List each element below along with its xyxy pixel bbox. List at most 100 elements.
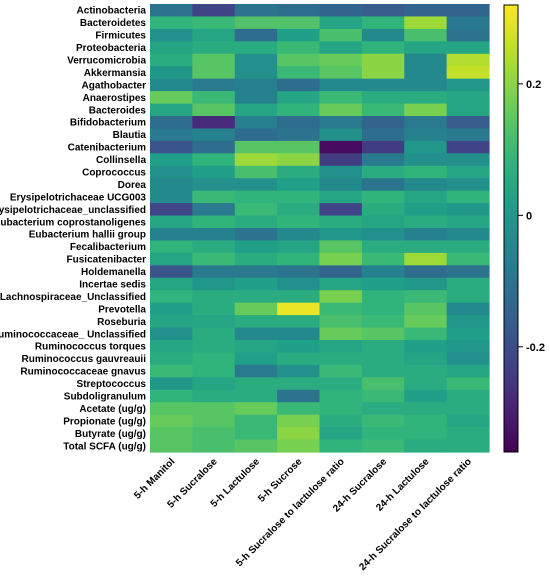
heatmap-cell [446, 203, 490, 217]
heatmap-cell [192, 16, 236, 30]
heatmap-cell [234, 165, 278, 179]
heatmap-cell [404, 228, 448, 242]
heatmap-cell [277, 340, 321, 354]
heatmap-cell [277, 377, 321, 391]
heatmap-cell [277, 327, 321, 341]
heatmap-cell [404, 153, 448, 167]
heatmap-cell [319, 340, 363, 354]
heatmap-cell [361, 290, 405, 304]
row-label: Ruminococcus gauvreauii [22, 354, 147, 365]
heatmap-cell [192, 414, 236, 428]
heatmap-cell [446, 414, 490, 428]
heatmap-cell [446, 53, 490, 67]
heatmap-cell [404, 78, 448, 92]
heatmap-cell [446, 389, 490, 403]
heatmap-cell [404, 190, 448, 204]
heatmap-cell [234, 128, 278, 142]
colorbar-ticks: 0.2 0 -0.2 [518, 79, 545, 354]
heatmap-cell [277, 315, 321, 329]
heatmap-cell [277, 203, 321, 217]
heatmap-cell [446, 352, 490, 366]
heatmap-cell [234, 439, 278, 453]
heatmap-cell [319, 78, 363, 92]
heatmap-cell [234, 352, 278, 366]
heatmap-cell [192, 389, 236, 403]
row-label: Bacteroidetes [80, 18, 147, 29]
heatmap-cell [277, 140, 321, 154]
heatmap-cell [277, 439, 321, 453]
row-label: Holdemanella [81, 267, 146, 278]
heatmap-cell [319, 165, 363, 179]
heatmap-cell [234, 364, 278, 378]
heatmap-cell [319, 389, 363, 403]
heatmap-cell [192, 103, 236, 117]
heatmap-cell [192, 91, 236, 105]
heatmap-cell [150, 66, 193, 80]
heatmap-cell [446, 41, 490, 55]
heatmap-cell [319, 402, 363, 416]
heatmap-cell [234, 4, 278, 18]
heatmap-cell [446, 277, 490, 291]
heatmap-cell [150, 265, 193, 279]
heatmap-cell [361, 377, 405, 391]
heatmap-cell [404, 302, 448, 316]
row-label: Prevotella [98, 304, 146, 315]
heatmap-cell [192, 402, 236, 416]
row-label: Ruminococcaceae_ Unclassified [0, 329, 146, 340]
heatmap-cell [446, 128, 490, 142]
heatmap-cell [234, 116, 278, 130]
heatmap-cell [404, 128, 448, 142]
heatmap-cell [277, 352, 321, 366]
heatmap-cell [234, 140, 278, 154]
heatmap-cell [319, 91, 363, 105]
heatmap-cell [277, 302, 321, 316]
heatmap-cell [234, 215, 278, 229]
heatmap-cell [234, 41, 278, 55]
heatmap-cell [404, 265, 448, 279]
heatmap-cell [404, 340, 448, 354]
heatmap-cell [319, 53, 363, 67]
heatmap-cell [234, 103, 278, 117]
heatmap-cell [192, 116, 236, 130]
heatmap-cell [150, 215, 193, 229]
heatmap-cell [361, 327, 405, 341]
row-label: Akkermansia [84, 68, 147, 79]
heatmap-cell [192, 265, 236, 279]
heatmap-cell [234, 265, 278, 279]
heatmap-cell [234, 340, 278, 354]
row-label: Collinsella [96, 155, 146, 166]
row-label: Proteobacteria [76, 43, 146, 54]
heatmap-cell [319, 302, 363, 316]
heatmap-cell [277, 265, 321, 279]
heatmap-cell [404, 140, 448, 154]
heatmap-cell [234, 402, 278, 416]
heatmap-cell [319, 377, 363, 391]
heatmap-cell [446, 153, 490, 167]
row-label: Roseburia [97, 317, 146, 328]
heatmap-cell [319, 265, 363, 279]
heatmap-cell [361, 352, 405, 366]
row-label: Anaerostipes [83, 93, 147, 104]
row-label: Fusicatenibacter [67, 255, 147, 266]
heatmap-cell [234, 53, 278, 67]
heatmap-cell [319, 277, 363, 291]
heatmap-cell [192, 352, 236, 366]
row-label: Ruminococcaceae gnavus [20, 367, 146, 378]
heatmap-cell [446, 228, 490, 242]
heatmap-cell [277, 16, 321, 30]
heatmap-cell [150, 414, 193, 428]
heatmap-cell [404, 165, 448, 179]
heatmap-cell [404, 66, 448, 80]
heatmap-cell [404, 252, 448, 266]
heatmap-cell [150, 78, 193, 92]
heatmap-cell [234, 190, 278, 204]
heatmap-cell [234, 427, 278, 441]
heatmap-cell [404, 327, 448, 341]
heatmap-cell [446, 302, 490, 316]
heatmap-cell [446, 16, 490, 30]
heatmap-cell [234, 389, 278, 403]
heatmap-cell [150, 402, 193, 416]
heatmap-cell [404, 427, 448, 441]
heatmap-cell [361, 91, 405, 105]
